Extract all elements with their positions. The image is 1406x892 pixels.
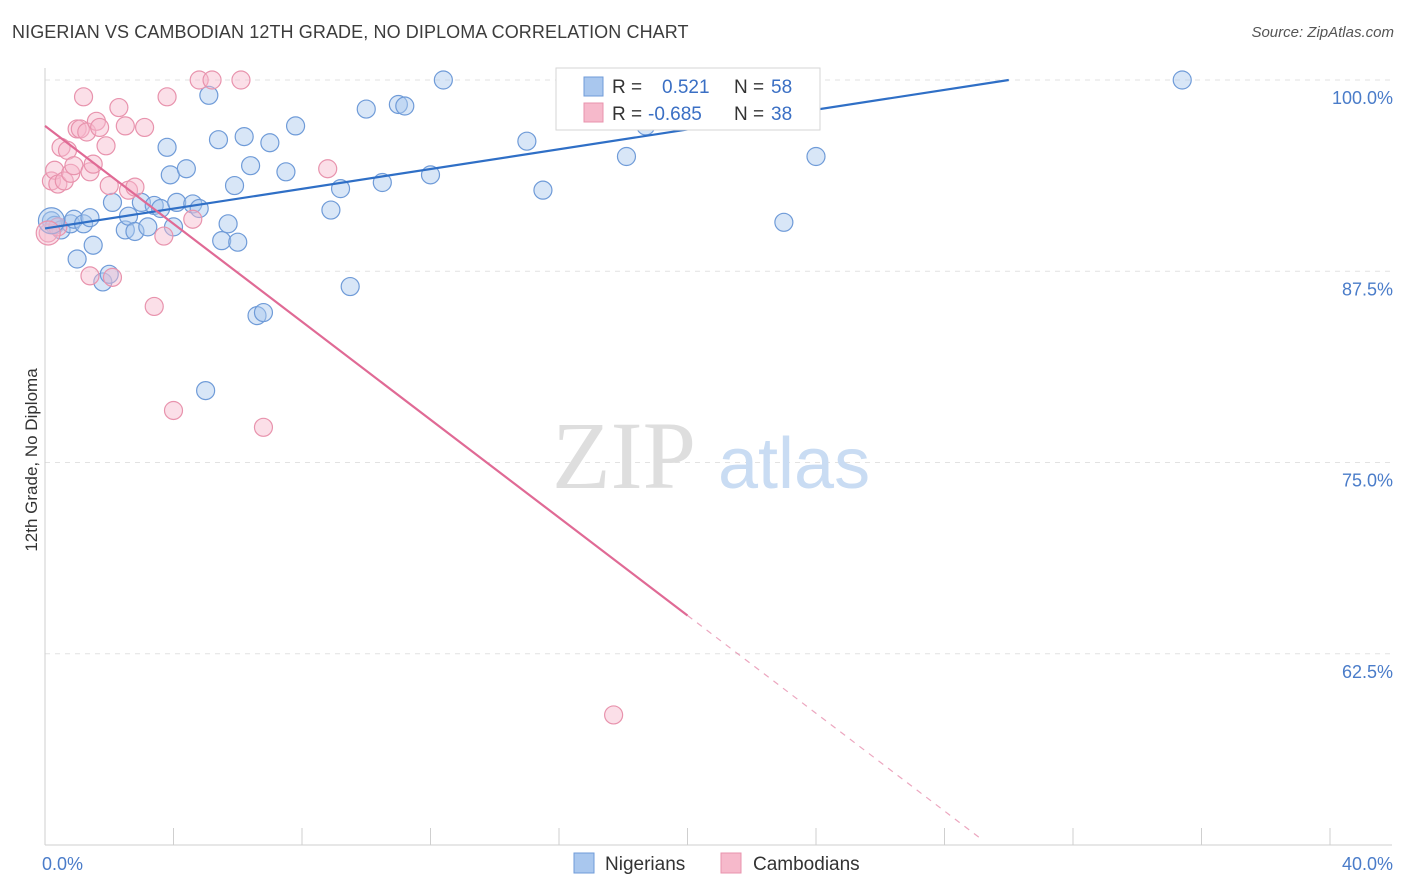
chart-title: NIGERIAN VS CAMBODIAN 12TH GRADE, NO DIP…: [12, 22, 689, 42]
nigerian-point: [138, 217, 158, 237]
cambodian-point: [54, 171, 74, 191]
nigerian-point: [176, 159, 196, 179]
nigerian-point: [160, 165, 180, 185]
nigerian-trend-line: [44, 78, 1009, 230]
cambodian-point: [64, 156, 84, 176]
stats-legend-n-label-cambodians: N =: [734, 104, 764, 125]
cambodian-point: [183, 209, 203, 229]
cambodian-point: [154, 226, 174, 246]
nigerian-point: [80, 208, 100, 228]
cambodian-point-large: [35, 220, 61, 246]
nigerian-point: [83, 235, 103, 255]
stats-legend-r-label-nigerians: R =: [612, 77, 642, 98]
nigerian-point: [99, 264, 119, 284]
cambodian-point: [77, 122, 97, 142]
cambodian-point: [115, 116, 135, 136]
cambodian-point: [109, 97, 129, 118]
watermark-atlas: atlas: [718, 424, 870, 504]
nigerian-point: [321, 200, 341, 220]
tick-labels: 100.0% 87.5% 75.0% 62.5% 0.0% 40.0%: [42, 88, 1393, 874]
y-tick-label: 62.5%: [1342, 662, 1393, 682]
series-legend-label-nigerians: Nigerians: [605, 854, 685, 875]
cambodian-point: [80, 266, 100, 286]
cambodian-point: [604, 705, 624, 725]
cambodian-point: [144, 296, 164, 317]
nigerian-point: [356, 99, 376, 119]
cambodian-point: [157, 87, 177, 107]
cambodian-point: [102, 267, 123, 287]
axes: [44, 68, 1392, 846]
cambodian-point: [231, 70, 251, 90]
nigerian-point: [102, 192, 123, 212]
series-legend: Nigerians Cambodians: [573, 852, 860, 875]
cambodian-trend-extension: [687, 615, 984, 841]
nigerian-point: [253, 302, 274, 323]
nigerian-point: [388, 94, 408, 115]
nigerian-point: [157, 137, 177, 157]
nigerian-point: [533, 180, 553, 200]
cambodian-point: [202, 70, 222, 90]
stats-legend-r-label-cambodians: R =: [612, 104, 642, 125]
data-points: [35, 70, 1192, 725]
nigerian-point: [196, 380, 216, 401]
nigerian-point: [276, 162, 296, 182]
cambodian-point: [90, 117, 110, 138]
series-legend-label-cambodians: Cambodians: [753, 854, 860, 875]
cambodian-point: [99, 175, 119, 196]
stats-legend-n-value-cambodians: 38: [771, 104, 792, 125]
chart-source: Source: ZipAtlas.com: [1251, 24, 1394, 41]
watermark: ZIP atlas: [552, 402, 870, 509]
nigerian-point: [1172, 70, 1192, 90]
stats-legend-r-value-cambodians: -0.685: [648, 104, 702, 125]
stats-legend-swatch-nigerians: [583, 76, 604, 97]
y-tick-label: 75.0%: [1342, 471, 1393, 491]
nigerian-point: [208, 130, 229, 150]
nigerian-point: [212, 231, 232, 251]
nigerian-point: [234, 127, 254, 147]
cambodian-point: [73, 87, 94, 107]
nigerian-point: [218, 214, 238, 234]
nigerian-point: [125, 221, 145, 242]
stats-legend-n-value-nigerians: 58: [771, 77, 792, 98]
nigerian-point: [67, 249, 87, 269]
nigerian-point: [199, 85, 219, 105]
nigerian-point: [228, 232, 248, 252]
y-tick-label: 100.0%: [1332, 88, 1393, 108]
nigerian-point: [340, 276, 360, 297]
watermark-zip: ZIP: [552, 402, 696, 509]
cambodian-point: [134, 117, 155, 138]
nigerian-point: [616, 146, 637, 167]
stats-legend-n-label-nigerians: N =: [734, 77, 764, 98]
cambodian-point: [318, 159, 338, 179]
cambodian-point: [253, 417, 274, 437]
nigerian-point: [224, 175, 245, 196]
stats-legend-r-value-nigerians: 0.521: [662, 77, 710, 98]
nigerian-point: [806, 146, 826, 167]
nigerian-point: [433, 70, 453, 90]
nigerian-point: [285, 116, 306, 136]
cambodian-trend-line: [44, 125, 689, 617]
nigerian-point: [517, 131, 537, 151]
nigerian-point: [241, 156, 261, 176]
nigerian-point: [395, 96, 415, 116]
x-tick-label: 40.0%: [1342, 854, 1393, 874]
nigerian-point: [260, 133, 280, 153]
y-tick-label: 87.5%: [1342, 279, 1393, 299]
x-tick-label: 0.0%: [42, 854, 83, 874]
series-legend-swatch-cambodians: [720, 852, 742, 874]
stats-legend-swatch-cambodians: [583, 102, 604, 123]
y-axis-title: 12th Grade, No Diploma: [22, 368, 41, 552]
nigerian-point: [774, 212, 794, 232]
cambodian-point: [96, 136, 116, 156]
stats-legend: R = 0.521 N = 58 R = -0.685 N = 38: [555, 67, 821, 131]
cambodian-point: [163, 400, 184, 421]
series-legend-swatch-nigerians: [573, 852, 595, 874]
trend-lines: [44, 78, 1009, 841]
